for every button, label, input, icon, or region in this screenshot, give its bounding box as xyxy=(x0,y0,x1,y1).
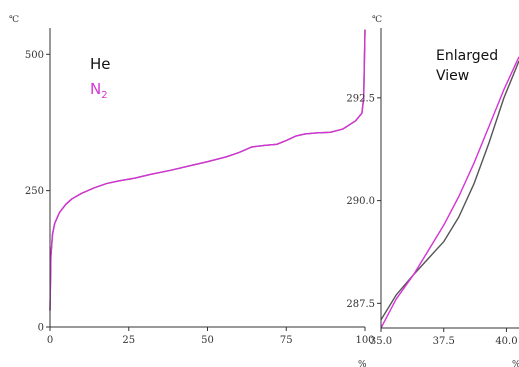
main-x-tick-label: 100 xyxy=(355,335,374,346)
main-chart-panel: 0 25 50 75 100 0 250 500 ℃ % He N2 xyxy=(9,15,375,367)
main-y-unit-label: ℃ xyxy=(9,15,19,25)
enlarged-view-panel: 35.0 37.5 40.0 287.5 290.0 292.5 ℃ % Enlarged… xyxy=(346,15,519,367)
main-y-tick-label: 500 xyxy=(25,50,44,61)
zoom-y-unit-label: ℃ xyxy=(372,15,382,25)
zoom-y-tick-label: 292.5 xyxy=(346,93,375,104)
zoom-series-line-n2 xyxy=(381,56,519,328)
main-ticks-layer: 0 25 50 75 100 0 250 500 xyxy=(25,50,375,346)
zoom-y-tick-label: 290.0 xyxy=(346,196,375,207)
main-x-tick-label: 50 xyxy=(201,335,214,346)
zoom-ticks-layer: 35.0 37.5 40.0 287.5 290.0 292.5 xyxy=(346,93,517,347)
legend-entry-n2: N2 xyxy=(90,80,108,101)
zoom-x-tick-label: 35.0 xyxy=(370,336,392,347)
zoom-series-layer xyxy=(381,56,519,328)
zoom-x-unit-label: % xyxy=(512,360,519,367)
main-series-layer xyxy=(49,29,366,311)
zoom-series-line-he xyxy=(381,60,519,321)
zoom-x-tick-label: 37.5 xyxy=(433,336,455,347)
main-x-unit-label: % xyxy=(358,360,367,367)
main-x-tick-label: 25 xyxy=(122,335,135,346)
main-series-line-n2 xyxy=(49,29,366,311)
main-y-tick-label: 0 xyxy=(38,323,44,334)
legend-entry-he: He xyxy=(90,55,111,73)
main-x-tick-label: 75 xyxy=(280,335,293,346)
enlarged-view-annotation-line1: Enlarged xyxy=(436,48,498,64)
main-x-tick-label: 0 xyxy=(47,335,53,346)
enlarged-view-annotation-line2: View xyxy=(436,68,469,84)
main-y-tick-label: 250 xyxy=(25,186,44,197)
zoom-x-tick-label: 40.0 xyxy=(495,336,517,347)
zoom-y-tick-label: 287.5 xyxy=(346,299,375,310)
